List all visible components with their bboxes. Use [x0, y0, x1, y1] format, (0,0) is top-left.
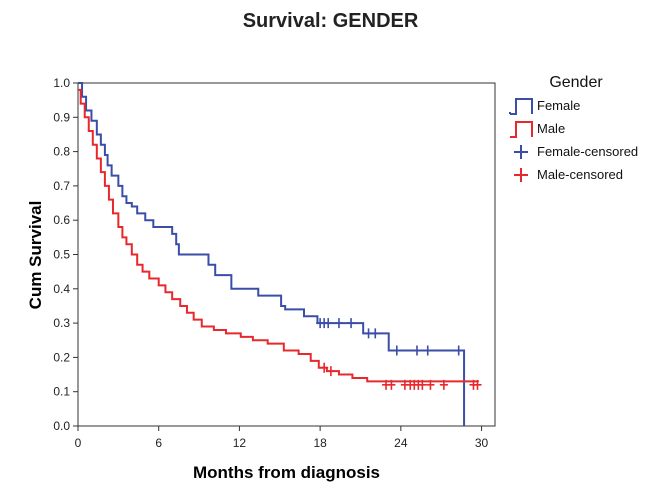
female-censored-mark — [423, 345, 432, 356]
male-step-icon — [510, 120, 533, 138]
y-tick-label: 0.4 — [53, 282, 70, 296]
male-censored-mark — [426, 379, 435, 390]
y-tick-label: 0.8 — [53, 145, 70, 159]
legend-label-female-censored: Female-censored — [537, 144, 639, 159]
legend-item-male-censored: Male-censored — [508, 163, 658, 186]
male-censored-mark — [473, 379, 482, 390]
plot-frame — [77, 82, 496, 427]
x-tick-label: 18 — [313, 436, 327, 450]
y-tick-label: 0.6 — [53, 213, 70, 227]
x-tick-label: 24 — [394, 436, 408, 450]
female-censored-mark — [364, 328, 373, 339]
x-axis-label: Months from diagnosis — [193, 463, 380, 482]
female-censored-mark — [371, 328, 380, 339]
female-censored-mark — [454, 345, 463, 356]
male-censored-mark — [326, 366, 335, 377]
x-tick-label: 0 — [75, 436, 82, 450]
male-survival-curve — [78, 88, 479, 383]
male-censored-mark — [418, 379, 427, 390]
x-tick-label: 12 — [233, 436, 247, 450]
female-censored-mark — [347, 318, 356, 329]
male-censored-mark — [387, 379, 396, 390]
male-censored-mark — [320, 362, 329, 373]
male-censored-plus-icon — [514, 167, 528, 182]
y-tick-label: 0.0 — [53, 419, 70, 433]
legend-title: Gender — [549, 74, 603, 91]
legend-item-female-censored: Female-censored — [508, 140, 658, 163]
y-tick-label: 0.1 — [53, 385, 70, 399]
legend-label-female: Female — [537, 98, 581, 113]
male-censored-mark — [439, 379, 448, 390]
legend-item-male: Male — [508, 117, 658, 140]
x-tick-label: 30 — [475, 436, 489, 450]
y-tick-label: 0.9 — [53, 110, 70, 124]
y-tick-label: 1.0 — [53, 76, 70, 90]
female-step-icon — [509, 97, 533, 115]
y-tick-label: 0.5 — [53, 248, 70, 262]
y-tick-label: 0.2 — [53, 350, 70, 364]
legend-item-female: Female — [508, 94, 658, 117]
female-censored-mark — [334, 318, 343, 329]
female-censored-mark — [392, 345, 401, 356]
y-tick-label: 0.7 — [53, 179, 70, 193]
legend-label-male-censored: Male-censored — [537, 167, 623, 182]
legend-label-male: Male — [537, 121, 566, 136]
female-censored-mark — [324, 318, 333, 329]
legend: Gender Female Male Female-censored Male-… — [508, 74, 658, 186]
female-survival-curve — [78, 82, 466, 426]
chart-title: Survival: GENDER — [242, 10, 419, 32]
female-censored-plus-icon — [514, 144, 528, 159]
x-tick-label: 6 — [155, 436, 162, 450]
female-censored-mark — [412, 345, 421, 356]
y-tick-label: 0.3 — [53, 316, 70, 330]
